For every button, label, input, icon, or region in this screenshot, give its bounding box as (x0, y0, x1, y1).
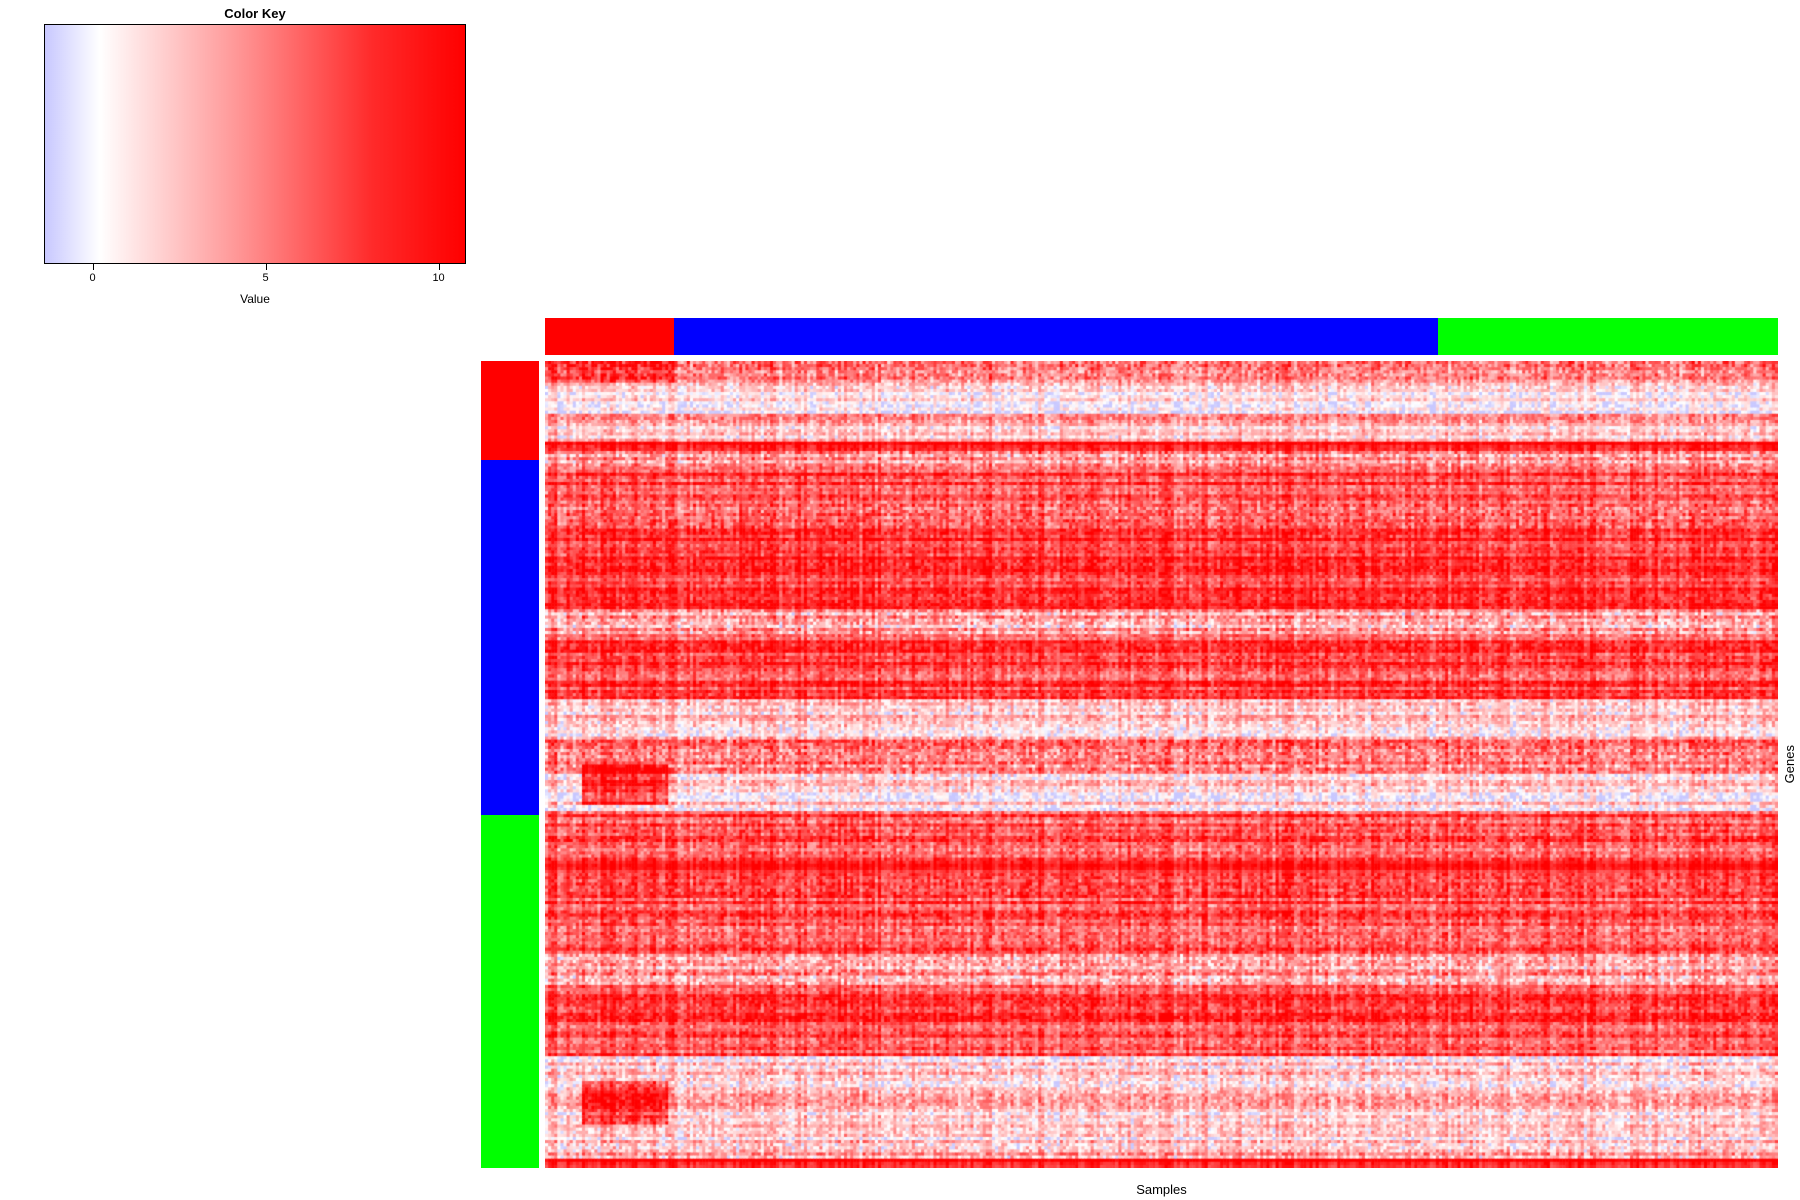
color-key-tick-label: 0 (89, 272, 96, 284)
row-group-blue (481, 460, 539, 816)
color-key-axis-label: Value (240, 292, 270, 306)
color-key-axis: 0 5 10 (44, 264, 466, 284)
x-axis-label: Samples (1136, 1182, 1187, 1197)
heatmap-canvas (545, 361, 1778, 1168)
y-axis-label-text: Genes (1781, 745, 1797, 784)
color-key-tick (92, 264, 94, 270)
y-axis-label: Genes (1779, 361, 1799, 1168)
col-group-red (545, 318, 675, 355)
row-group-red (481, 361, 539, 461)
color-key: Color Key 0 5 10 Value (44, 6, 466, 306)
col-group-green (1437, 318, 1778, 355)
color-key-tick-label: 5 (262, 272, 269, 284)
row-group-green (481, 815, 539, 1168)
color-key-gradient (44, 24, 466, 264)
col-sidebar (545, 318, 1778, 355)
row-sidebar (481, 361, 539, 1168)
color-key-tick-label: 10 (432, 272, 445, 284)
color-key-tick (438, 264, 440, 270)
color-key-title: Color Key (224, 6, 286, 21)
col-group-blue (674, 318, 1438, 355)
color-key-tick (265, 264, 267, 270)
